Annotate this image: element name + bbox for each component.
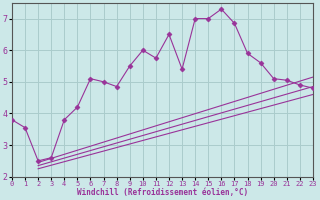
X-axis label: Windchill (Refroidissement éolien,°C): Windchill (Refroidissement éolien,°C) bbox=[77, 188, 248, 197]
